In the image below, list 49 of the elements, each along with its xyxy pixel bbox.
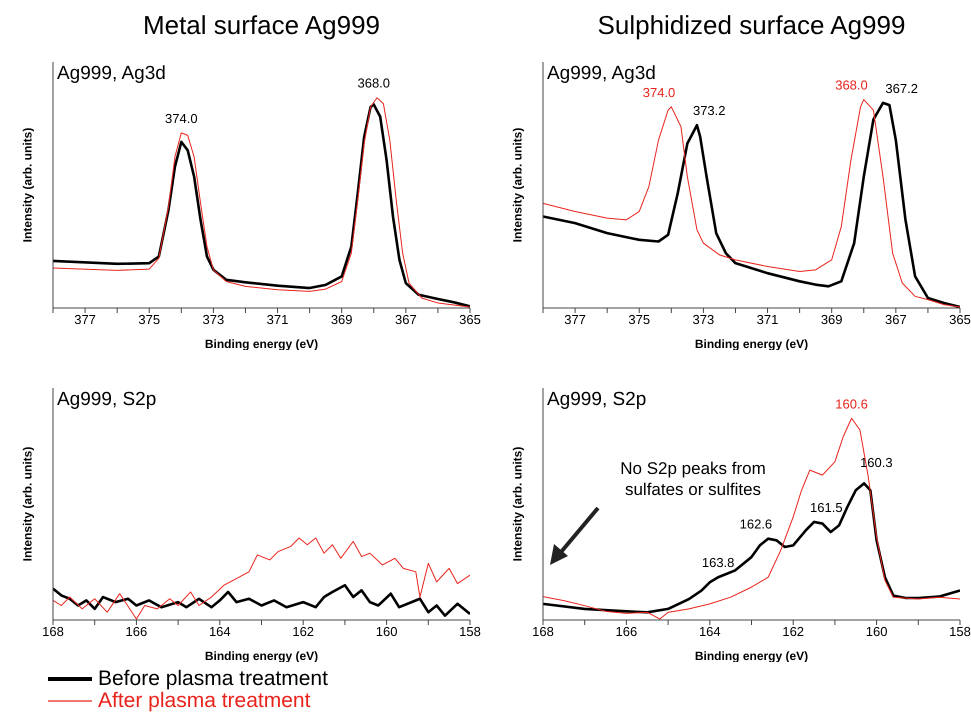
- x-tick-label: 158: [459, 624, 481, 640]
- x-tick-label: 369: [330, 312, 353, 328]
- x-tick-label: 162: [292, 624, 314, 640]
- annotation: 163.8: [702, 555, 734, 570]
- chart-title: Ag999, S2p: [547, 389, 646, 411]
- x-tick-label: 377: [564, 312, 586, 328]
- x-tick-label: 162: [782, 624, 804, 640]
- x-tick-label: 373: [692, 312, 714, 328]
- annotation: 374.0: [642, 84, 676, 100]
- x-tick-label: 164: [208, 624, 231, 640]
- annotation: 368.0: [357, 76, 390, 91]
- y-axis-title: Intensity (arb. units): [20, 446, 34, 562]
- x-tick-label: 369: [820, 312, 843, 328]
- chart-title: Ag999, S2p: [57, 389, 156, 411]
- legend-label: Before plasma treatment: [98, 667, 328, 691]
- annotation: 373.2: [692, 103, 726, 118]
- x-tick-label: 371: [266, 312, 288, 328]
- y-axis-title: Intensity (arb. units): [20, 128, 34, 242]
- annotation: No S2p peaks from sulfates or sulfites: [619, 458, 767, 500]
- x-tick-label: 371: [756, 312, 778, 328]
- x-tick-label: 166: [616, 624, 638, 640]
- x-tick-label: 168: [42, 624, 64, 640]
- x-tick-label: 160: [376, 624, 398, 640]
- x-tick-label: 158: [949, 624, 971, 640]
- x-tick-label: 375: [628, 312, 650, 328]
- annotation: 160.6: [835, 396, 868, 412]
- x-tick-label: 367: [884, 312, 907, 328]
- x-tick-label: 365: [949, 312, 971, 328]
- annotation: 162.6: [740, 516, 772, 532]
- annotation: 374.0: [165, 110, 198, 126]
- x-tick-label: 168: [532, 624, 554, 640]
- annotation: 367.2: [885, 80, 918, 96]
- y-axis-title: Intensity (arb. units): [510, 128, 524, 242]
- annotation: 161.5: [810, 500, 843, 515]
- x-tick-label: 367: [394, 312, 417, 328]
- x-tick-label: 373: [202, 312, 224, 328]
- y-axis-title: Intensity (arb. units): [510, 446, 524, 562]
- chart-subtitle: Ag999, Ag3d: [547, 63, 656, 85]
- chart-title: Sulphidized surface Ag999: [596, 10, 906, 41]
- x-tick-label: 166: [126, 624, 148, 640]
- x-tick-label: 164: [698, 624, 721, 640]
- x-tick-label: 377: [74, 312, 96, 328]
- chart-title: Metal surface Ag999: [142, 10, 382, 41]
- x-tick-label: 365: [459, 312, 481, 328]
- x-tick-label: 160: [866, 624, 888, 640]
- legend-label: After plasma treatment: [98, 689, 310, 713]
- x-tick-label: 375: [138, 312, 160, 328]
- annotation: 368.0: [835, 78, 868, 93]
- chart-subtitle: Ag999, Ag3d: [57, 63, 166, 85]
